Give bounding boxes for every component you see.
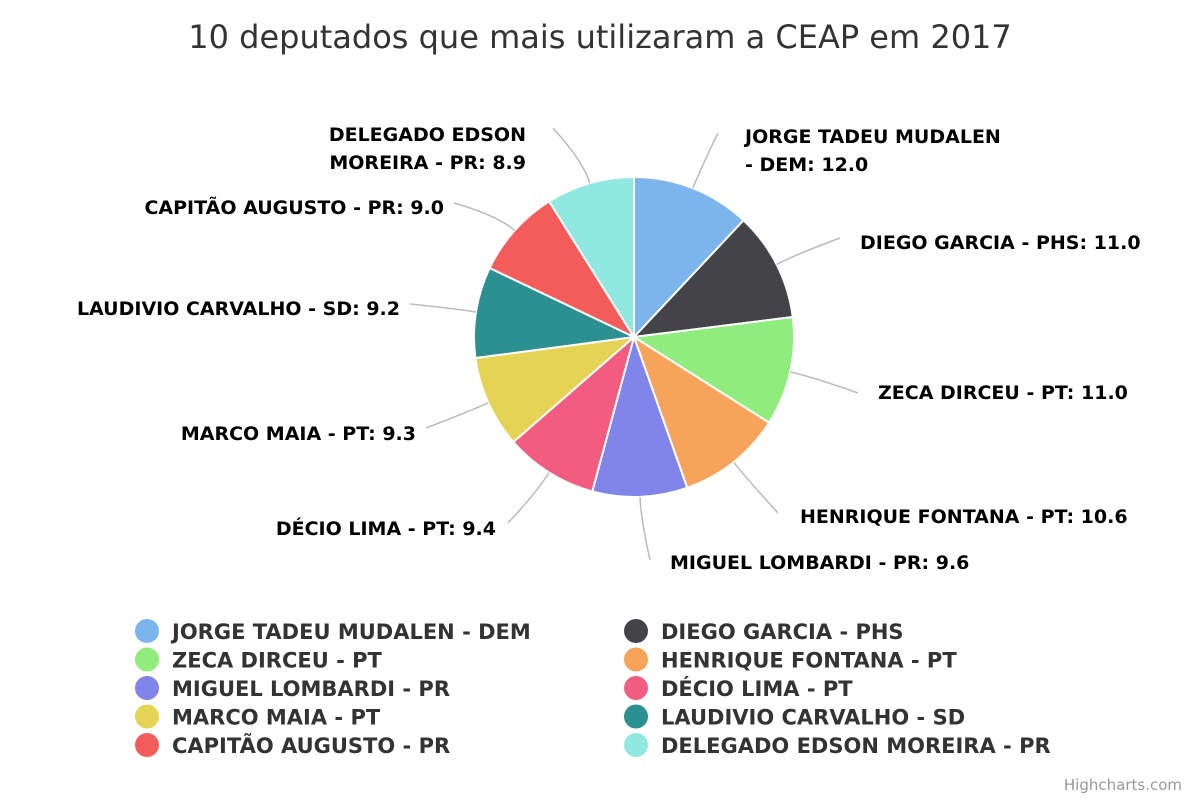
- pie-slice[interactable]: [488, 199, 637, 340]
- label-connector: [733, 461, 779, 514]
- label-connectors: [409, 127, 859, 561]
- label-connector: [552, 127, 591, 184]
- legend-symbol: [624, 676, 648, 700]
- data-label: LAUDIVIO CARVALHO - SD: 9.2: [77, 298, 400, 320]
- legend-label: LAUDIVIO CARVALHO - SD: [661, 706, 965, 730]
- legend-label: ZECA DIRCEU - PT: [172, 649, 383, 673]
- data-label: DIEGO GARCIA - PHS: 11.0: [860, 232, 1141, 254]
- legend-label: DÉCIO LIMA - PT: [661, 676, 853, 701]
- data-label: ZECA DIRCEU - PT: 11.0: [878, 382, 1128, 404]
- data-label: MARCO MAIA - PT: 9.3: [181, 423, 416, 445]
- legend-label: CAPITÃO AUGUSTO - PR: [172, 733, 450, 758]
- legend: JORGE TADEU MUDALEN - DEM DIEGO GARCIA - …: [135, 619, 1051, 758]
- label-connector: [507, 472, 550, 524]
- data-label: MIGUEL LOMBARDI - PR: 9.6: [670, 552, 969, 574]
- legend-label: JORGE TADEU MUDALEN - DEM: [170, 620, 531, 644]
- legend-item[interactable]: DIEGO GARCIA - PHS: [624, 619, 904, 644]
- legend-symbol: [135, 733, 159, 757]
- data-label: CAPITÃO AUGUSTO - PR: 9.0: [144, 195, 444, 219]
- pie-slice[interactable]: [632, 334, 771, 490]
- pie-slice[interactable]: [633, 175, 745, 340]
- legend-symbol: [624, 733, 648, 757]
- label-connector: [425, 402, 489, 429]
- label-connector: [692, 132, 719, 189]
- label-connector: [776, 237, 841, 266]
- pie-slice[interactable]: [474, 335, 638, 444]
- legend-item[interactable]: LAUDIVIO CARVALHO - SD: [624, 704, 965, 730]
- legend-symbol: [135, 647, 159, 672]
- pie-slice[interactable]: [591, 333, 689, 498]
- legend-label: DELEGADO EDSON MOREIRA - PR: [661, 734, 1051, 758]
- data-labels: JORGE TADEU MUDALEN - DEM: 12.0 DIEGO GARC…: [77, 124, 1141, 574]
- legend-item[interactable]: CAPITÃO AUGUSTO - PR: [135, 733, 450, 758]
- legend-symbol: [624, 619, 648, 643]
- legend-item[interactable]: DÉCIO LIMA - PT: [624, 676, 853, 701]
- legend-symbol: [135, 704, 159, 729]
- legend-item[interactable]: ZECA DIRCEU - PT: [135, 647, 383, 673]
- label-connector: [789, 371, 859, 394]
- legend-label: MARCO MAIA - PT: [172, 706, 381, 730]
- legend-symbol: [624, 704, 648, 729]
- legend-item[interactable]: DELEGADO EDSON MOREIRA - PR: [624, 733, 1051, 758]
- legend-symbol: [135, 676, 159, 700]
- legend-item[interactable]: MIGUEL LOMBARDI - PR: [135, 676, 450, 701]
- legend-item[interactable]: HENRIQUE FONTANA - PT: [624, 647, 957, 673]
- chart-title: 10 deputados que mais utilizaram a CEAP …: [188, 18, 1012, 56]
- label-connector: [453, 202, 516, 231]
- pie-slice[interactable]: [547, 175, 635, 341]
- legend-label: HENRIQUE FONTANA - PT: [661, 649, 957, 673]
- legend-label: DIEGO GARCIA - PHS: [661, 620, 904, 644]
- pie-slice[interactable]: [511, 334, 636, 493]
- credits-text[interactable]: Highcharts.com: [1064, 776, 1182, 794]
- pie-slice[interactable]: [631, 315, 795, 425]
- legend-symbol: [135, 619, 159, 643]
- legend-item[interactable]: MARCO MAIA - PT: [135, 704, 381, 730]
- pie-slice[interactable]: [631, 218, 794, 339]
- pie-slices: [473, 175, 795, 498]
- label-connector: [639, 496, 651, 561]
- data-label: JORGE TADEU MUDALEN - DEM: 12.0: [743, 126, 1001, 176]
- data-label: HENRIQUE FONTANA - PT: 10.6: [800, 506, 1128, 528]
- legend-symbol: [624, 647, 648, 672]
- legend-label: MIGUEL LOMBARDI - PR: [172, 677, 450, 701]
- pie-slice[interactable]: [473, 266, 638, 360]
- label-connector: [409, 303, 477, 313]
- data-label: DÉCIO LIMA - PT: 9.4: [276, 517, 496, 540]
- legend-item[interactable]: JORGE TADEU MUDALEN - DEM: [135, 619, 531, 644]
- data-label: DELEGADO EDSON MOREIRA - PR: 8.9: [329, 124, 526, 174]
